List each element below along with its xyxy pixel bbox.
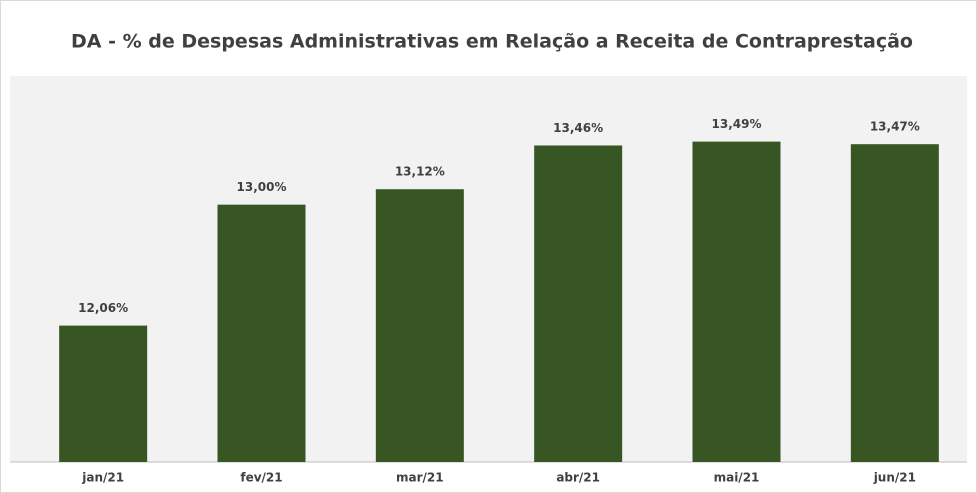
bar bbox=[375, 189, 464, 462]
x-tick-label: abr/21 bbox=[556, 471, 600, 485]
bar bbox=[534, 145, 623, 463]
value-label: 13,46% bbox=[553, 121, 603, 135]
value-label: 13,12% bbox=[395, 165, 445, 179]
x-tick-label: fev/21 bbox=[240, 471, 282, 485]
plot-area bbox=[10, 76, 967, 462]
x-tick-label: jun/21 bbox=[873, 471, 916, 485]
chart-title: DA - % de Despesas Administrativas em Re… bbox=[71, 31, 913, 53]
x-tick-label: mai/21 bbox=[714, 471, 760, 485]
value-label: 12,06% bbox=[78, 301, 128, 315]
bar bbox=[850, 144, 939, 462]
x-tick-label: mar/21 bbox=[396, 471, 444, 485]
value-label: 13,47% bbox=[870, 120, 920, 134]
bar bbox=[692, 141, 781, 462]
bar bbox=[217, 204, 306, 462]
value-label: 13,49% bbox=[712, 117, 762, 131]
value-label: 13,00% bbox=[237, 180, 287, 194]
x-tick-label: jan/21 bbox=[81, 471, 124, 485]
bar bbox=[59, 325, 148, 462]
